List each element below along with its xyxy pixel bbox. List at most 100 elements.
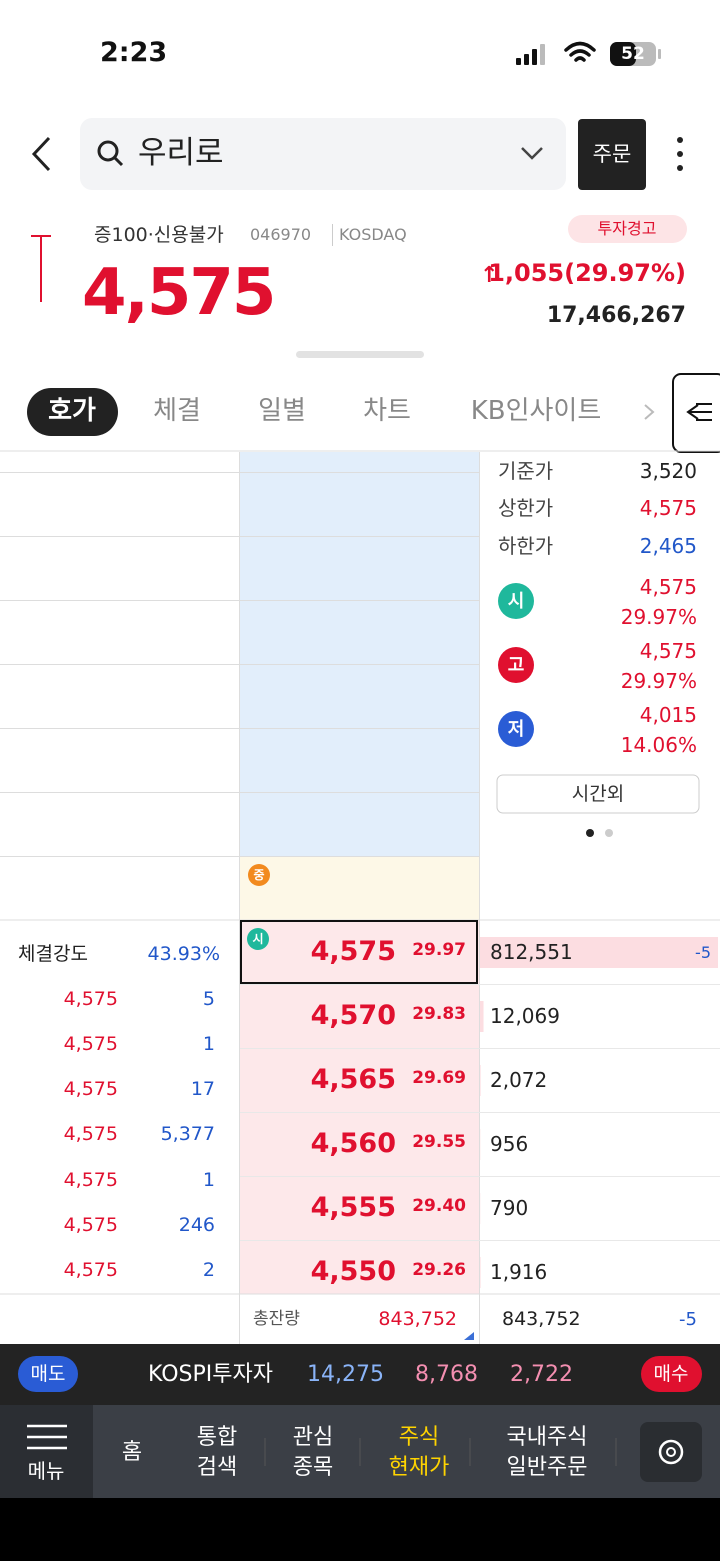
ask-pct: 29.26: [412, 1260, 466, 1280]
ask-price: 4,560: [310, 1128, 396, 1159]
ask-price: 4,570: [310, 1000, 396, 1031]
ask-badge: 시: [252, 931, 264, 946]
trade-price: 4,575: [63, 1123, 118, 1146]
total-value: 843,752: [378, 1307, 457, 1330]
trade-price: 4,575: [63, 1259, 118, 1282]
stock-tags: 증100·신용불가: [94, 223, 224, 246]
nav-item[interactable]: 통합: [196, 1424, 238, 1450]
ask-price: 4,550: [310, 1256, 396, 1287]
trade-qty: 1: [202, 1032, 215, 1055]
buy-button[interactable]: 매수: [653, 1362, 689, 1385]
nav-item[interactable]: 관심: [292, 1424, 334, 1450]
trade-qty: 246: [178, 1214, 215, 1236]
ask-pct: 29.97: [412, 940, 466, 960]
info-label: 하한가: [498, 534, 554, 558]
battery: 52: [621, 44, 645, 64]
nav-item[interactable]: 일반주문: [506, 1454, 588, 1480]
ticker-value: 8,768: [415, 1361, 478, 1387]
trade-price: 4,575: [63, 1032, 118, 1055]
order-button[interactable]: 주문: [592, 141, 632, 166]
selected-cell: [240, 920, 478, 984]
total-right: 843,752: [502, 1307, 581, 1330]
ask-qty: 956: [490, 1132, 529, 1156]
badge-circle: [498, 583, 534, 619]
nav-item[interactable]: 종목: [292, 1454, 334, 1480]
ask-price: 4,565: [310, 1064, 396, 1095]
mid-badge: 중: [253, 867, 265, 882]
badge-price: 4,015: [639, 703, 697, 727]
qty-bar: [480, 1065, 481, 1096]
badge-circle: [498, 647, 534, 683]
badge-circle: [498, 711, 534, 747]
search-query[interactable]: 우리로: [138, 134, 224, 171]
trade-price: 4,575: [63, 987, 118, 1010]
ask-pct: 29.40: [412, 1196, 466, 1216]
ask-qty: 1,916: [490, 1260, 548, 1284]
stock-price: 4,575: [82, 256, 276, 330]
trade-price: 4,575: [63, 1214, 118, 1236]
menu-label[interactable]: 메뉴: [27, 1459, 65, 1483]
ask-qty: 812,551: [490, 940, 573, 964]
badge-pct: 14.06%: [620, 733, 697, 757]
change-value: 1,055(29.97%): [488, 259, 686, 287]
tab[interactable]: 차트: [363, 396, 411, 426]
badge-pct: 29.97%: [620, 605, 697, 629]
badge-label: 시: [507, 590, 525, 612]
volume: 17,466,267: [546, 302, 686, 328]
info-value: 3,520: [639, 459, 697, 483]
trade-qty: 2: [202, 1259, 215, 1282]
nav-item[interactable]: 국내주식: [506, 1424, 588, 1450]
ask-price: 4,555: [310, 1192, 396, 1223]
sell-button[interactable]: 매도: [30, 1362, 66, 1385]
badge-label: 고: [507, 654, 525, 676]
trade-qty: 5: [202, 987, 215, 1010]
mid-badge-circle: [248, 864, 270, 886]
trade-price: 4,575: [63, 1078, 118, 1101]
badge-price: 4,575: [639, 639, 697, 663]
ask-qty: 2,072: [490, 1068, 548, 1092]
tab[interactable]: 일별: [258, 396, 306, 426]
info-value: 4,575: [639, 496, 697, 520]
nav-item[interactable]: 검색: [196, 1454, 238, 1480]
info-label: 기준가: [498, 459, 554, 483]
ticker-value: 14,275: [307, 1361, 384, 1387]
ask-pct: 29.83: [412, 1004, 466, 1024]
nav-item[interactable]: 주식: [398, 1424, 440, 1450]
total-change: -5: [679, 1308, 697, 1330]
change-arrow: ↑: [480, 262, 499, 288]
ask-price: 4,575: [310, 936, 396, 967]
ticker-name: KOSPI투자자: [148, 1361, 273, 1387]
stock-code: 046970: [250, 225, 312, 244]
tab[interactable]: KB인사이트: [470, 396, 602, 426]
qty-bar: [480, 937, 718, 968]
trade-qty: 5,377: [160, 1123, 215, 1146]
trade-qty: 1: [202, 1168, 215, 1191]
ask-change: -5: [695, 943, 711, 962]
clock: 2:23: [100, 37, 168, 68]
ticker-value: 2,722: [510, 1361, 573, 1387]
strength-value: 43.93%: [147, 942, 220, 965]
qty-bar: [480, 1257, 481, 1288]
trade-price: 4,575: [63, 1168, 118, 1191]
badge-price: 4,575: [639, 575, 697, 599]
ask-badge-circle: [247, 928, 269, 950]
badge-label: 저: [507, 718, 525, 740]
ask-qty: 790: [490, 1196, 529, 1220]
after-hours-button[interactable]: 시간외: [571, 782, 625, 805]
info-label: 상한가: [498, 496, 554, 520]
qty-bar: [480, 1001, 484, 1032]
warning-badge: 투자경고: [597, 219, 657, 238]
tab[interactable]: 체결: [153, 396, 201, 426]
ask-pct: 29.69: [412, 1068, 466, 1088]
ask-pct: 29.55: [412, 1132, 466, 1152]
nav-item[interactable]: 홈: [121, 1439, 143, 1465]
strength-label: 체결강도: [18, 942, 88, 965]
nav-item[interactable]: 현재가: [388, 1454, 450, 1480]
info-value: 2,465: [639, 534, 697, 558]
ask-qty: 12,069: [490, 1004, 560, 1028]
trade-qty: 17: [190, 1078, 215, 1101]
total-label: 총잔량: [253, 1309, 300, 1329]
tab[interactable]: 호가: [48, 396, 96, 426]
